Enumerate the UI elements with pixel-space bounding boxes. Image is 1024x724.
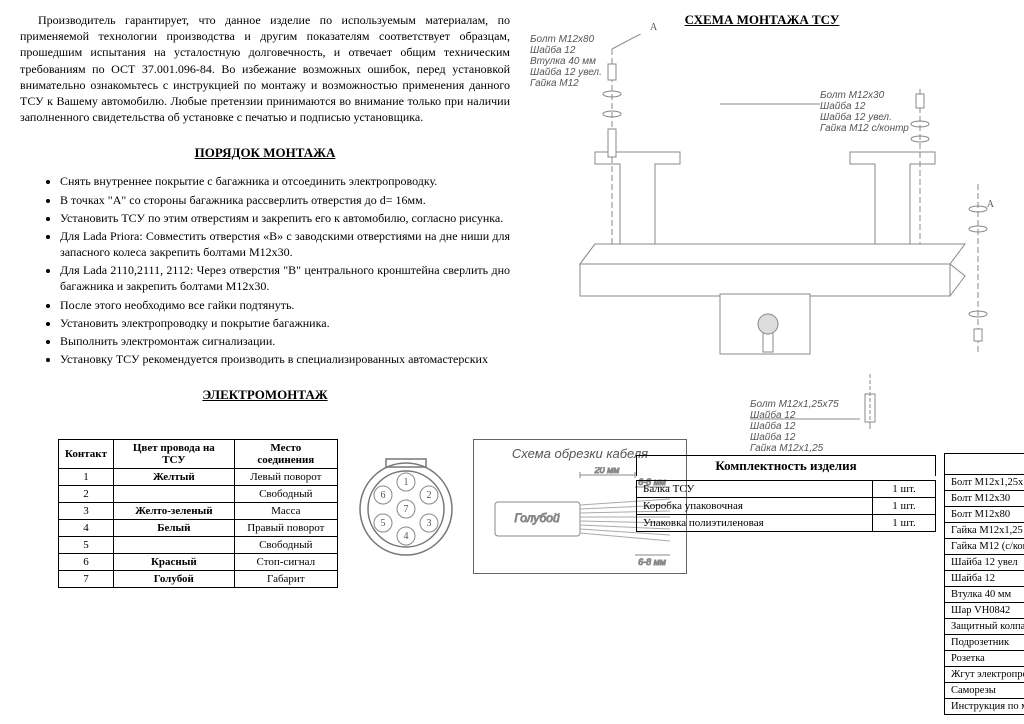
- svg-text:20 мм: 20 мм: [594, 467, 620, 475]
- scheme-title: СХЕМА МОНТАЖА ТСУ: [520, 12, 1004, 28]
- step-item: В точках "А" со стороны багажника рассве…: [60, 192, 510, 208]
- parts-block: Комплектность изделия Балка ТСУ1 шт.Коро…: [636, 455, 936, 532]
- svg-text:3: 3: [426, 518, 431, 529]
- socket-diagram: 1 2 3 4 5 6 7: [348, 439, 463, 574]
- step-item: Установку ТСУ рекомендуется производить …: [60, 351, 510, 367]
- assembly-diagram: Болт М12х80Шайба 12Втулка 40 ммШайба 12 …: [520, 34, 1004, 429]
- intro-text: Производитель гарантирует, что данное из…: [20, 12, 510, 125]
- svg-text:5: 5: [380, 518, 385, 529]
- wiring-table: КонтактЦвет провода на ТСУМесто соединен…: [58, 439, 338, 588]
- box-block: Коробка упаковочная Болт М12х1,25х752 шт…: [944, 453, 1024, 715]
- step-item: Снять внутреннее покрытие с багажника и …: [60, 173, 510, 189]
- svg-text:7: 7: [403, 504, 408, 515]
- assembly-title: ПОРЯДОК МОНТАЖА: [20, 145, 510, 161]
- step-item: Установить ТСУ по этим отверстиям и закр…: [60, 210, 510, 226]
- svg-text:Голубой: Голубой: [514, 511, 560, 525]
- step-item: Для Lada Priora: Совместить отверстия «В…: [60, 228, 510, 260]
- step-item: После этого необходимо все гайки подтяну…: [60, 297, 510, 313]
- svg-text:2: 2: [426, 490, 431, 501]
- steps-list: Снять внутреннее покрытие с багажника и …: [20, 173, 510, 367]
- svg-text:4: 4: [403, 531, 408, 542]
- step-item: Установить электропроводку и покрытие ба…: [60, 315, 510, 331]
- step-item: Выполнить электромонтаж сигнализации.: [60, 333, 510, 349]
- step-item: Для Lada 2110,2111, 2112: Через отверсти…: [60, 262, 510, 294]
- svg-text:1: 1: [403, 477, 408, 488]
- electro-title: ЭЛЕКТРОМОНТАЖ: [20, 387, 510, 403]
- svg-text:6: 6: [380, 490, 385, 501]
